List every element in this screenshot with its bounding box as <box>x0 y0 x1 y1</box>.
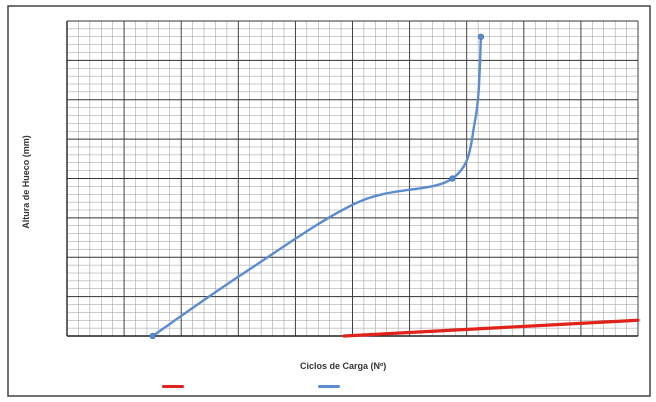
data-point-0-0 <box>149 332 156 340</box>
legend-swatch-blue <box>318 385 340 388</box>
data-point-0-2 <box>477 33 485 40</box>
series-line-1 <box>342 318 640 338</box>
series-line-0 <box>151 35 483 338</box>
plot-area <box>66 20 640 340</box>
chart-frame <box>7 5 651 397</box>
y-axis-label-text: Altura de Hueco (mm) <box>21 135 31 229</box>
legend-swatch-red <box>162 385 184 388</box>
x-axis-label: Ciclos de Carga (Nº) <box>300 361 387 371</box>
data-point-0-1 <box>449 175 456 182</box>
